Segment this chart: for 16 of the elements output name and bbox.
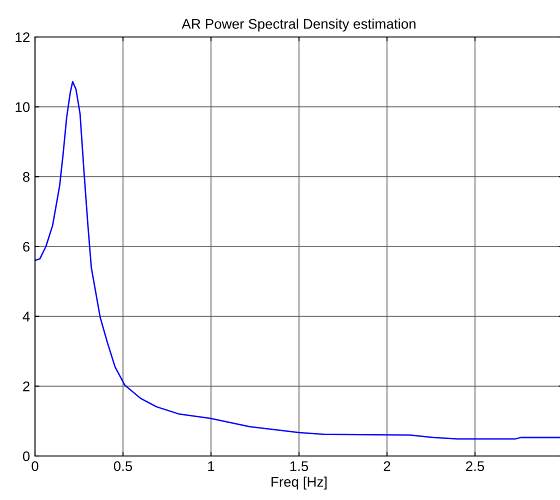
chart-title: AR Power Spectral Density estimation: [182, 18, 416, 32]
x-tick-label: 2: [384, 461, 390, 471]
y-tick-label: 2: [23, 382, 30, 392]
y-tick-label: 6: [23, 242, 30, 252]
line-series: [35, 81, 560, 440]
y-tick-label: 10: [16, 102, 30, 112]
x-tick-label: 2.5: [466, 461, 484, 472]
y-tick-label: 4: [22, 312, 30, 322]
x-tick-label: 1: [208, 461, 214, 471]
x-axis-title: Freq [Hz]: [272, 476, 327, 490]
x-tick-label: 0: [32, 461, 38, 472]
y-tick-label: 8: [23, 172, 30, 182]
x-tick-label: 0.5: [114, 461, 132, 472]
y-tick-label: 12: [16, 32, 30, 42]
x-tick-label: 1.5: [290, 461, 308, 472]
y-tick-label: 0: [22, 451, 30, 462]
